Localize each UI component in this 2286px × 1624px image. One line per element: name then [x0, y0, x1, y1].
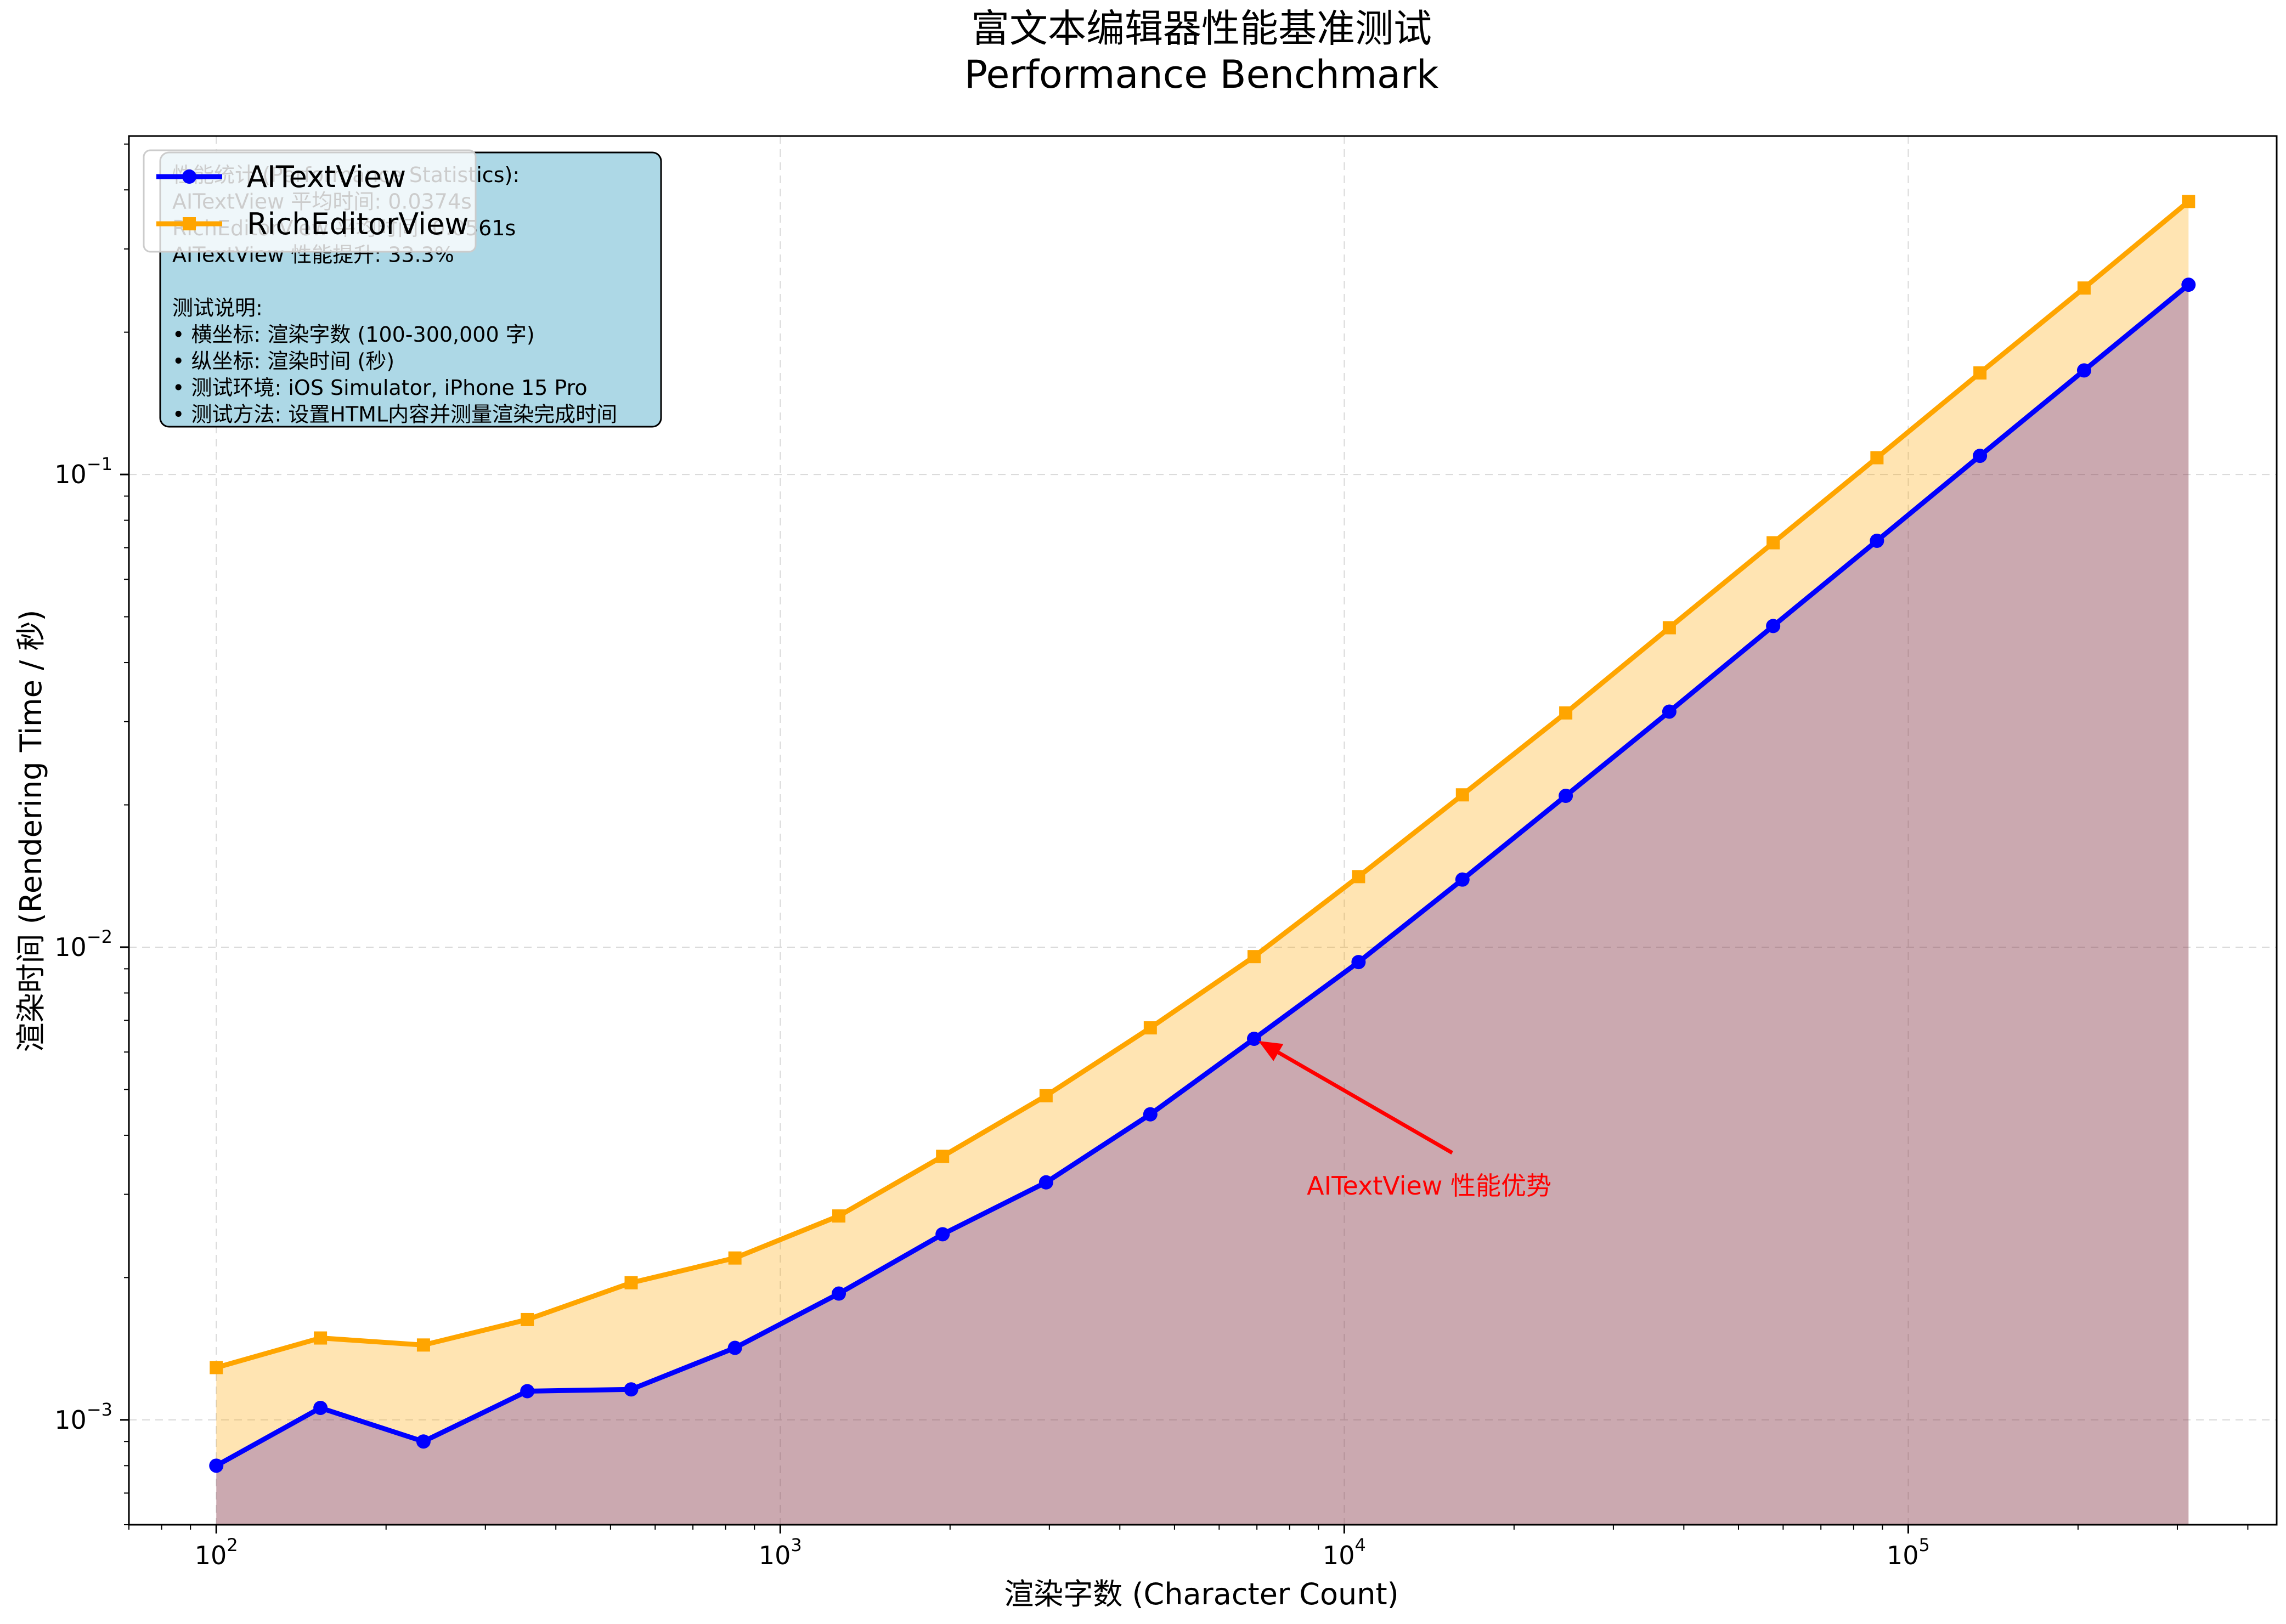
data-point	[313, 1401, 328, 1415]
data-point	[1351, 955, 1365, 969]
data-point	[1766, 536, 1780, 550]
data-point	[1559, 706, 1572, 720]
data-point	[1247, 1032, 1261, 1046]
x-axis-label: 渲染字数 (Character Count)	[1004, 1577, 1398, 1611]
legend-label: RichEditorView	[247, 207, 469, 241]
data-point	[1973, 366, 1986, 380]
data-point	[1870, 451, 1883, 465]
data-point	[2181, 278, 2195, 292]
data-point	[209, 1458, 223, 1473]
legend-label: AITextView	[247, 160, 406, 194]
data-point	[2182, 195, 2195, 208]
stats-line: • 测试方法: 设置HTML内容并测量渲染完成时间	[172, 403, 617, 427]
chart-title: 富文本编辑器性能基准测试	[971, 6, 1432, 51]
data-point	[2078, 281, 2091, 295]
stats-line: • 测试环境: iOS Simulator, iPhone 15 Pro	[172, 376, 588, 400]
data-point	[1040, 1089, 1053, 1102]
data-point	[1662, 704, 1677, 718]
stats-line: 测试说明:	[172, 296, 263, 320]
data-point	[1663, 621, 1676, 635]
data-point	[1559, 789, 1573, 803]
data-point	[1352, 870, 1365, 883]
data-point	[1143, 1107, 1158, 1122]
data-point	[728, 1341, 742, 1355]
data-point	[935, 1227, 950, 1241]
data-point	[1144, 1021, 1157, 1034]
data-point	[1870, 534, 1884, 548]
data-point	[520, 1384, 534, 1398]
stats-line: • 横坐标: 渲染字数 (100-300,000 字)	[172, 322, 535, 347]
data-point	[210, 1361, 223, 1374]
data-point	[521, 1313, 534, 1326]
stats-line: • 纵坐标: 渲染时间 (秒)	[172, 349, 394, 374]
data-point	[1456, 788, 1469, 801]
legend-marker	[183, 217, 196, 230]
data-point	[1455, 873, 1470, 887]
y-axis-label: 渲染时间 (Rendering Time / 秒)	[14, 610, 48, 1053]
data-point	[832, 1209, 845, 1223]
data-point	[1039, 1175, 1053, 1190]
data-point	[936, 1150, 949, 1163]
data-point	[1766, 619, 1780, 633]
data-point	[624, 1382, 638, 1396]
chart-subtitle: Performance Benchmark	[964, 52, 1439, 97]
data-point	[2077, 363, 2091, 377]
data-point	[624, 1276, 637, 1289]
legend: AITextView RichEditorView	[144, 150, 476, 252]
annotation-text: AITextView 性能优势	[1307, 1171, 1551, 1201]
data-point	[417, 1338, 430, 1351]
data-point	[314, 1332, 327, 1345]
data-point	[729, 1252, 742, 1265]
data-point	[1973, 449, 1987, 463]
data-point	[1248, 950, 1261, 963]
data-point	[832, 1287, 846, 1301]
data-point	[416, 1434, 431, 1448]
legend-marker	[182, 169, 196, 184]
